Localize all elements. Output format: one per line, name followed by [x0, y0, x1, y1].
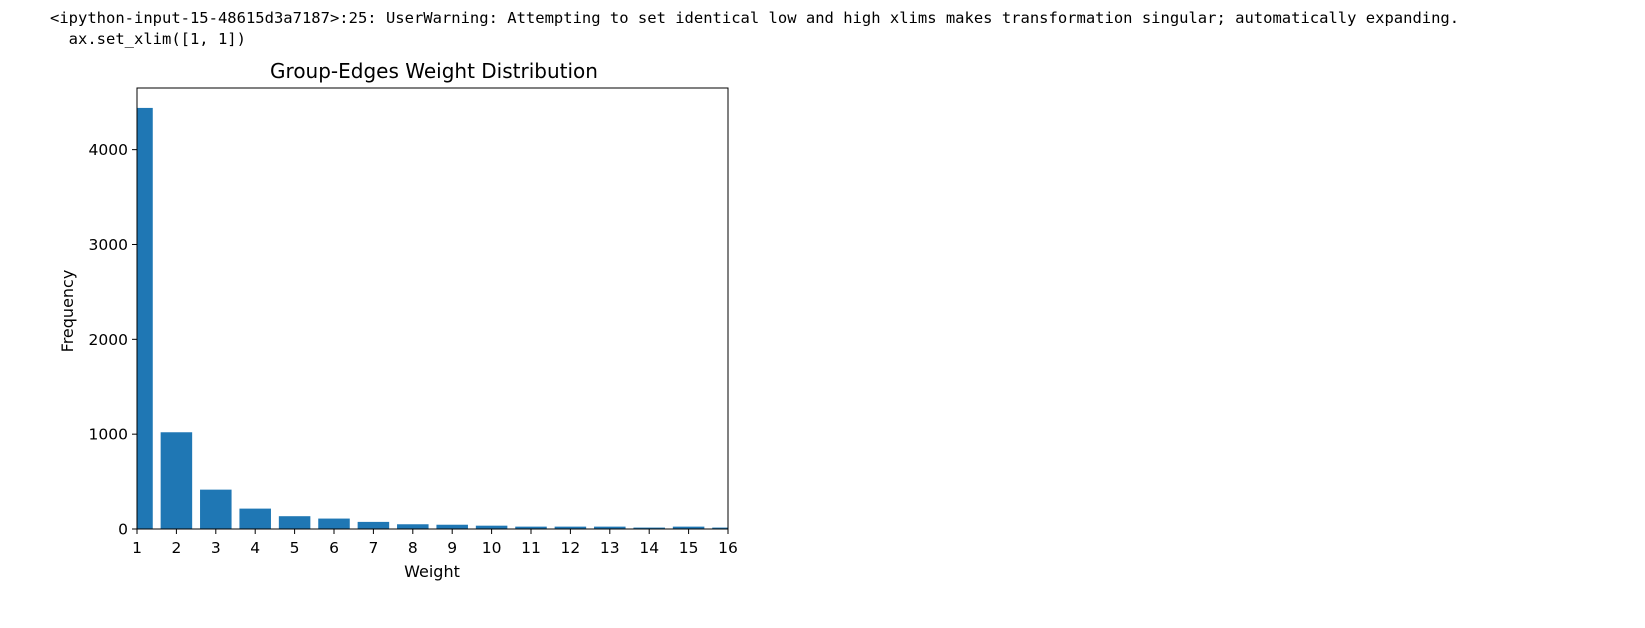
bar-weight-4 [239, 508, 271, 529]
x-tick-label: 7 [368, 539, 378, 557]
x-axis-label: Weight [404, 562, 460, 581]
y-axis-label: Frequency [58, 270, 77, 353]
x-tick-label: 4 [250, 539, 260, 557]
bar-weight-9 [436, 524, 468, 529]
warning-line-2: ax.set_xlim([1, 1]) [50, 30, 246, 48]
x-tick-label: 14 [639, 539, 659, 557]
bar-weight-10 [475, 525, 508, 529]
bar-weight-8 [397, 524, 429, 529]
x-tick-label: 5 [290, 539, 300, 557]
y-tick-label: 1000 [89, 426, 128, 444]
x-tick-label: 12 [561, 539, 581, 557]
x-tick-label: 10 [482, 539, 502, 557]
x-tick-label: 2 [171, 539, 181, 557]
x-tick-label: 9 [447, 539, 457, 557]
warning-output: <ipython-input-15-48615d3a7187>:25: User… [50, 8, 1459, 50]
warning-line-1: <ipython-input-15-48615d3a7187>:25: User… [50, 9, 1460, 27]
x-tick-label: 1 [132, 539, 142, 557]
bar-weight-13 [594, 526, 626, 529]
x-tick-label: 15 [679, 539, 699, 557]
x-tick-label: 8 [408, 539, 418, 557]
bar-weight-14 [633, 527, 665, 529]
x-tick-label: 16 [718, 539, 738, 557]
bar-weight-6 [318, 518, 350, 529]
bars-group [137, 107, 728, 529]
bar-weight-2 [160, 432, 193, 529]
y-tick-label: 4000 [89, 141, 128, 159]
x-tick-label: 11 [521, 539, 541, 557]
x-tick-label: 6 [329, 539, 339, 557]
x-tick-label: 13 [600, 539, 620, 557]
x-axis: 1 2 3 4 5 6 7 8 9 10 11 12 13 14 15 16 [132, 529, 738, 557]
y-tick-label: 0 [118, 521, 128, 539]
bar-weight-15 [672, 526, 705, 529]
bar-weight-11 [515, 526, 547, 529]
plot-frame [136, 87, 729, 530]
bar-weight-7 [357, 521, 390, 529]
bar-weight-16 [712, 527, 728, 529]
y-tick-label: 3000 [89, 236, 128, 254]
bar-weight-12 [554, 526, 587, 529]
bar-weight-1 [137, 107, 153, 529]
y-axis: 0 1000 2000 3000 4000 [89, 141, 137, 539]
bar-weight-3 [200, 489, 232, 529]
bar-weight-5 [278, 516, 311, 529]
chart-title: Group-Edges Weight Distribution [270, 59, 598, 83]
y-tick-label: 2000 [89, 331, 128, 349]
x-tick-label: 3 [211, 539, 221, 557]
